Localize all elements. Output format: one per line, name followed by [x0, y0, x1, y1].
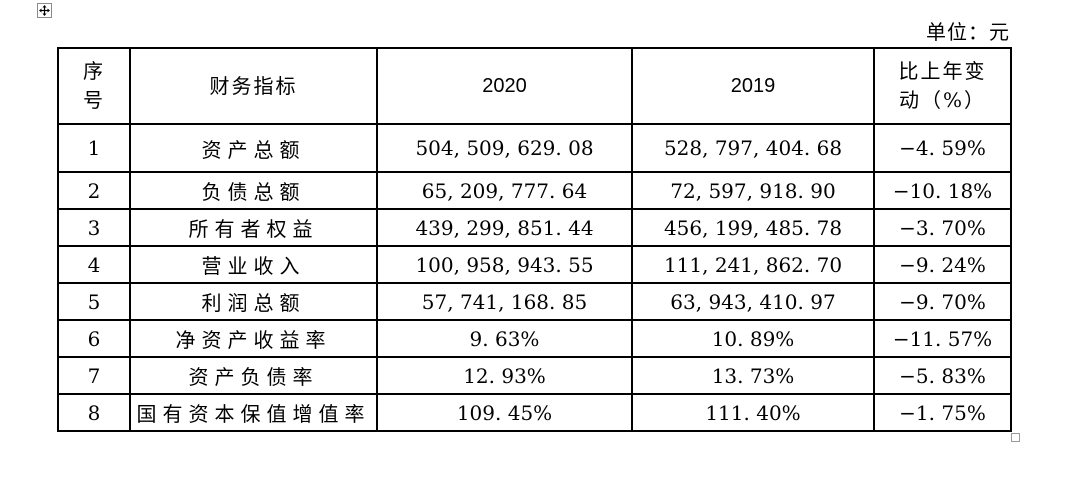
cell-indicator: 国有资本保值增值率: [129, 393, 378, 432]
cell-indicator: 负债总额: [129, 171, 378, 210]
cell-2019: 72, 597, 918. 90: [631, 171, 875, 210]
table-row: 2 负债总额 65, 209, 777. 64 72, 597, 918. 90…: [57, 171, 1012, 210]
cell-2020: 12. 93%: [376, 356, 633, 395]
financial-indicators-table: 序 号 财务指标 2020 2019 比上年变 动（%） 1 资产总额 504,…: [57, 47, 1012, 432]
col-header-change-line2: 动（%）: [898, 88, 986, 112]
table-resize-handle[interactable]: [1011, 433, 1020, 442]
table-row: 6 净资产收益率 9. 63% 10. 89% −11. 57%: [57, 319, 1012, 358]
cell-2020: 9. 63%: [376, 319, 633, 358]
cell-no: 6: [57, 319, 131, 358]
table-row: 8 国有资本保值增值率 109. 45% 111. 40% −1. 75%: [57, 393, 1012, 432]
cell-no: 2: [57, 171, 131, 210]
table-row: 4 营业收入 100, 958, 943. 55 111, 241, 862. …: [57, 245, 1012, 284]
cell-indicator: 资产总额: [129, 123, 378, 173]
table-row: 7 资产负债率 12. 93% 13. 73% −5. 83%: [57, 356, 1012, 395]
col-header-no-line2: 号: [83, 88, 105, 112]
cell-indicator: 净资产收益率: [129, 319, 378, 358]
cell-no: 4: [57, 245, 131, 284]
table-header-row: 序 号 财务指标 2020 2019 比上年变 动（%）: [57, 47, 1012, 125]
cell-change: −3. 70%: [873, 208, 1012, 247]
cell-2020: 109. 45%: [376, 393, 633, 432]
cell-2019: 528, 797, 404. 68: [631, 123, 875, 173]
cell-indicator: 利润总额: [129, 282, 378, 321]
cell-2020: 65, 209, 777. 64: [376, 171, 633, 210]
table-row: 3 所有者权益 439, 299, 851. 44 456, 199, 485.…: [57, 208, 1012, 247]
col-header-change: 比上年变 动（%）: [873, 47, 1012, 125]
cell-2020: 439, 299, 851. 44: [376, 208, 633, 247]
cell-no: 5: [57, 282, 131, 321]
col-header-2020: 2020: [376, 47, 633, 125]
cell-indicator: 营业收入: [129, 245, 378, 284]
col-header-indicator: 财务指标: [129, 47, 378, 125]
col-header-2019: 2019: [631, 47, 875, 125]
cell-indicator: 资产负债率: [129, 356, 378, 395]
table-row: 1 资产总额 504, 509, 629. 08 528, 797, 404. …: [57, 123, 1012, 173]
cell-no: 7: [57, 356, 131, 395]
cell-2019: 10. 89%: [631, 319, 875, 358]
col-header-change-line1: 比上年变: [898, 59, 987, 83]
cell-no: 8: [57, 393, 131, 432]
cell-change: −4. 59%: [873, 123, 1012, 173]
cell-2019: 111. 40%: [631, 393, 875, 432]
cell-2019: 111, 241, 862. 70: [631, 245, 875, 284]
cell-no: 1: [57, 123, 131, 173]
cell-change: −9. 24%: [873, 245, 1012, 284]
table-move-handle[interactable]: [37, 3, 52, 18]
cell-change: −1. 75%: [873, 393, 1012, 432]
cell-no: 3: [57, 208, 131, 247]
table-row: 5 利润总额 57, 741, 168. 85 63, 943, 410. 97…: [57, 282, 1012, 321]
unit-note: 单位：元: [926, 20, 1010, 44]
cell-2019: 456, 199, 485. 78: [631, 208, 875, 247]
cell-2020: 100, 958, 943. 55: [376, 245, 633, 284]
cell-change: −10. 18%: [873, 171, 1012, 210]
col-header-no-line1: 序: [83, 59, 105, 83]
cell-indicator: 所有者权益: [129, 208, 378, 247]
cell-2020: 57, 741, 168. 85: [376, 282, 633, 321]
cell-2019: 13. 73%: [631, 356, 875, 395]
col-header-no: 序 号: [57, 47, 131, 125]
cell-change: −5. 83%: [873, 356, 1012, 395]
cell-change: −9. 70%: [873, 282, 1012, 321]
cell-change: −11. 57%: [873, 319, 1012, 358]
cell-2020: 504, 509, 629. 08: [376, 123, 633, 173]
move-cross-icon: [39, 5, 50, 16]
cell-2019: 63, 943, 410. 97: [631, 282, 875, 321]
